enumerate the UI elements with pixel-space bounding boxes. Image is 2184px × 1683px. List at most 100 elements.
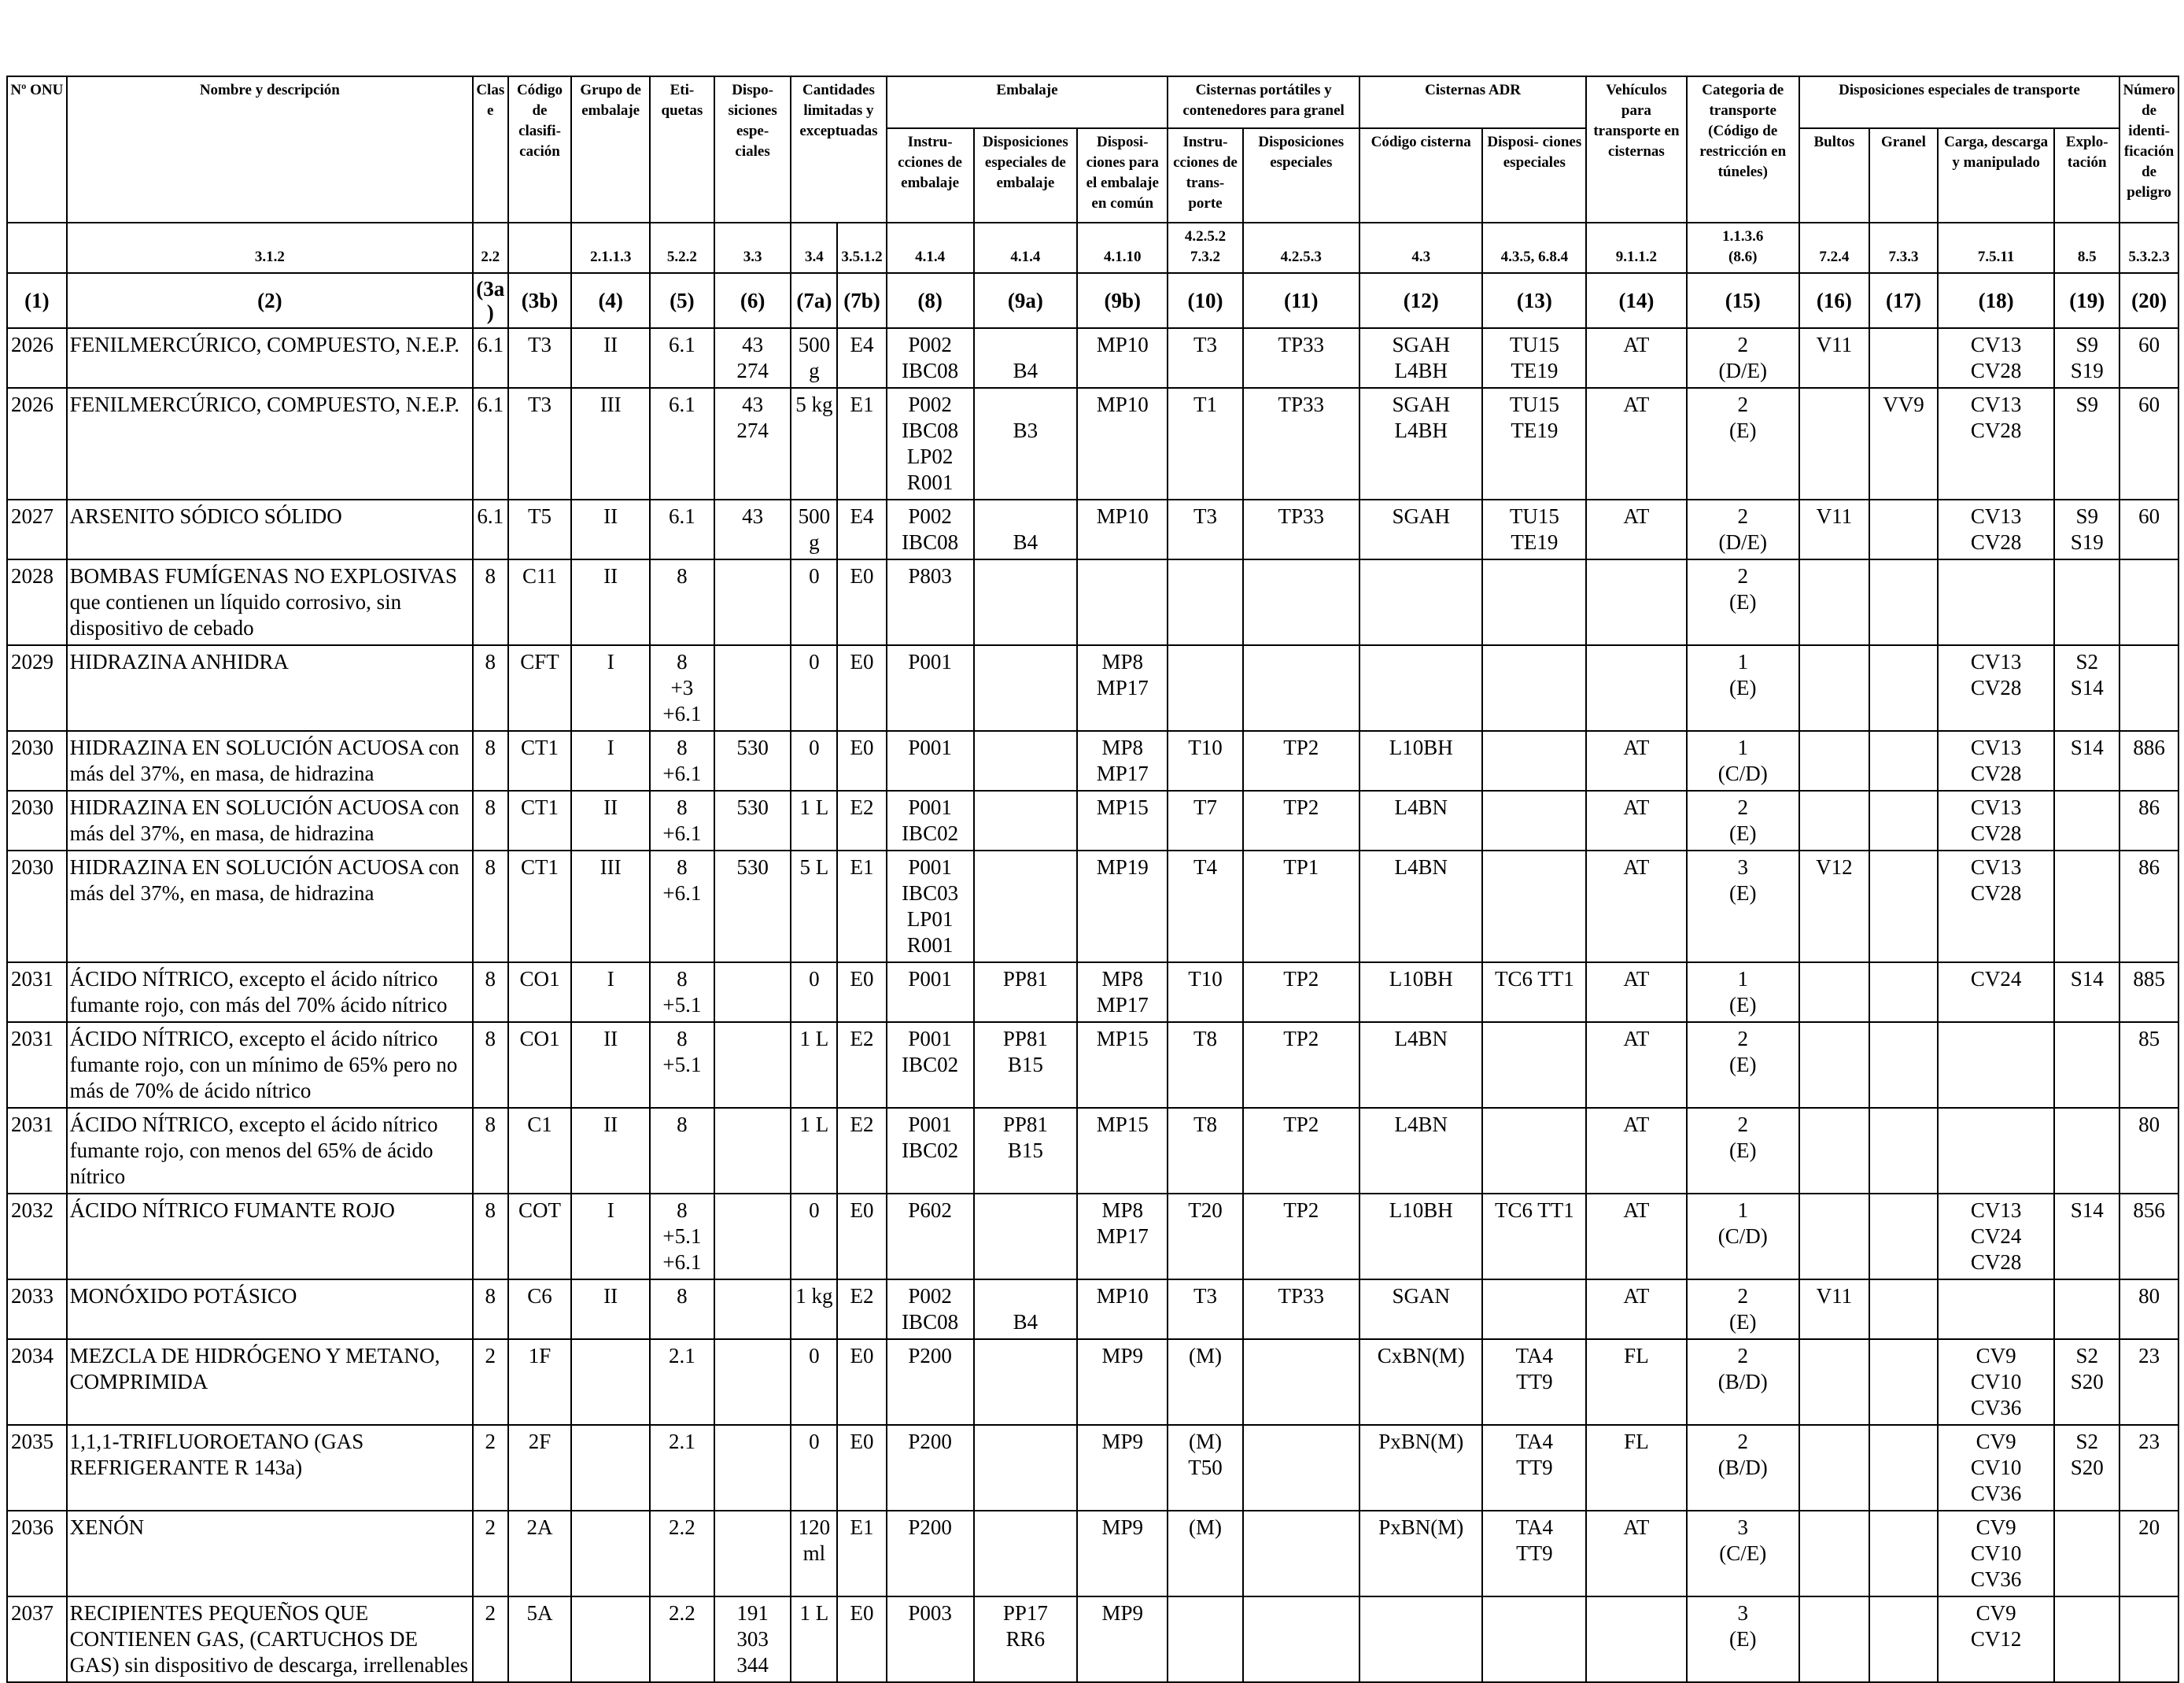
column-number-cell: (9b): [1076, 272, 1169, 329]
table-cell: E4: [836, 499, 887, 560]
table-cell: 6.1: [471, 499, 509, 560]
header-loading-handling: Carga, descarga y manipulado: [1936, 127, 2056, 223]
column-number-cell: (11): [1241, 272, 1360, 329]
table-cell: 8 +6.1: [648, 850, 715, 963]
table-cell: [2053, 559, 2121, 646]
table-row: 2035 1,1,1-TRIFLUOROETANO (GAS REFRIGERAN…: [6, 1424, 2179, 1511]
name-description-cell: HIDRAZINA EN SOLUCIÓN ACUOSA con más del…: [65, 790, 474, 851]
table-cell: AT: [1585, 1510, 1688, 1597]
table-cell: 6.1: [471, 327, 509, 389]
table-cell: 1 (E): [1685, 961, 1800, 1023]
table-cell: 8: [648, 1107, 715, 1194]
column-number-row: (1) (2) (3a) (3b) (4) (5) (6) (7a) (7b) (8) (9a) (9…: [6, 272, 2179, 329]
table-cell: [1481, 1279, 1588, 1340]
table-cell: P002 IBC08: [885, 327, 975, 389]
table-cell: CV13 CV28: [1936, 644, 2056, 732]
column-number-cell: (5): [648, 272, 715, 329]
table-cell: [1868, 730, 1939, 792]
header-onu-number: Nº ONU: [6, 76, 68, 223]
table-cell: P001 IBC02: [885, 1107, 975, 1194]
header-classification-code: Código de clasifi- cación: [507, 76, 573, 223]
table-cell: S2 S14: [2053, 644, 2121, 732]
table-cell: [1481, 1021, 1588, 1109]
table-cell: S14: [2053, 730, 2121, 792]
table-cell: L4BN: [1358, 1107, 1484, 1194]
table-row: 2033 MONÓXIDO POTÁSICO 8 C6 II 8 1 kg E2 P002 IBC…: [6, 1279, 2179, 1340]
table-cell: TP2: [1241, 1021, 1360, 1109]
table-cell: E1: [836, 850, 887, 963]
table-cell: 8: [471, 790, 509, 851]
table-cell: 8: [471, 559, 509, 646]
table-row: 2027 ARSENITO SÓDICO SÓLIDO 6.1 T5 II 6.1 43 50…: [6, 499, 2179, 560]
table-cell: 6.1: [648, 387, 715, 500]
table-cell: [1798, 961, 1870, 1023]
name-description-cell: MEZCLA DE HIDRÓGENO Y METANO, COMPRIMIDA: [65, 1338, 474, 1426]
table-cell: MP10: [1076, 1279, 1169, 1340]
reference-cell: 8.5: [2053, 222, 2121, 274]
table-cell: 86: [2119, 790, 2179, 851]
table-cell: MP10: [1076, 327, 1169, 389]
onu-number-cell: 2029: [6, 644, 68, 732]
table-cell: I: [570, 730, 651, 792]
table-cell: [1358, 644, 1484, 732]
header-packaging-group: Embalaje: [885, 76, 1169, 129]
table-cell: 2 (E): [1685, 1021, 1800, 1109]
column-number-cell: (1): [6, 272, 68, 329]
header-special-transport-group: Disposiciones especiales de transporte: [1798, 76, 2121, 129]
reference-cell: 7.5.11: [1936, 222, 2056, 274]
table-cell: [972, 730, 1079, 792]
table-row: 2028 BOMBAS FUMÍGENAS NO EXPLOSIVAS que c…: [6, 559, 2179, 646]
table-cell: AT: [1585, 1021, 1688, 1109]
table-cell: [1481, 730, 1588, 792]
table-cell: [1076, 559, 1169, 646]
table-cell: CT1: [507, 790, 573, 851]
table-cell: (M): [1167, 1510, 1244, 1597]
table-cell: P002 IBC08: [885, 1279, 975, 1340]
table-cell: 1 (E): [1685, 644, 1800, 732]
table-cell: T8: [1167, 1107, 1244, 1194]
table-cell: 5A: [507, 1596, 573, 1683]
table-cell: 530: [713, 850, 792, 963]
table-cell: MP8 MP17: [1076, 730, 1169, 792]
table-cell: [1241, 644, 1360, 732]
table-cell: TP2: [1241, 961, 1360, 1023]
table-cell: 886: [2119, 730, 2179, 792]
table-cell: 8 +5.1: [648, 1021, 715, 1109]
name-description-cell: 1,1,1-TRIFLUOROETANO (GAS REFRIGERANTE R…: [65, 1424, 474, 1511]
table-cell: 6.1: [648, 327, 715, 389]
table-cell: PP81: [972, 961, 1079, 1023]
table-cell: E0: [836, 1596, 887, 1683]
table-cell: 1F: [507, 1338, 573, 1426]
table-cell: T3: [1167, 327, 1244, 389]
table-cell: E0: [836, 644, 887, 732]
column-number-cell: (13): [1481, 272, 1588, 329]
table-cell: TP2: [1241, 1107, 1360, 1194]
table-cell: 2: [471, 1510, 509, 1597]
table-cell: 2 (D/E): [1685, 327, 1800, 389]
table-cell: MP8 MP17: [1076, 961, 1169, 1023]
table-cell: [1481, 644, 1588, 732]
column-number-cell: (19): [2053, 272, 2121, 329]
table-cell: [1798, 1596, 1870, 1683]
table-cell: T1: [1167, 387, 1244, 500]
table-cell: [972, 644, 1079, 732]
table-cell: CO1: [507, 961, 573, 1023]
table-cell: [713, 644, 792, 732]
table-cell: PxBN(M): [1358, 1424, 1484, 1511]
table-cell: [713, 1107, 792, 1194]
table-cell: III: [570, 387, 651, 500]
table-cell: 43 274: [713, 327, 792, 389]
table-row: 2031 ÁCIDO NÍTRICO, excepto el ácido nítr…: [6, 1021, 2179, 1109]
name-description-cell: ÁCIDO NÍTRICO, excepto el ácido nítrico …: [65, 1021, 474, 1109]
table-cell: AT: [1585, 850, 1688, 963]
header-special-packing-provisions: Disposiciones especiales de embalaje: [972, 127, 1079, 223]
table-cell: 2 (E): [1685, 1107, 1800, 1194]
table-cell: 8: [471, 1279, 509, 1340]
table-cell: 20: [2119, 1510, 2179, 1597]
column-number-cell: (2): [65, 272, 474, 329]
table-cell: TP1: [1241, 850, 1360, 963]
table-cell: CV13 CV28: [1936, 387, 2056, 500]
table-cell: 6.1: [648, 499, 715, 560]
table-cell: I: [570, 1193, 651, 1280]
table-cell: II: [570, 499, 651, 560]
